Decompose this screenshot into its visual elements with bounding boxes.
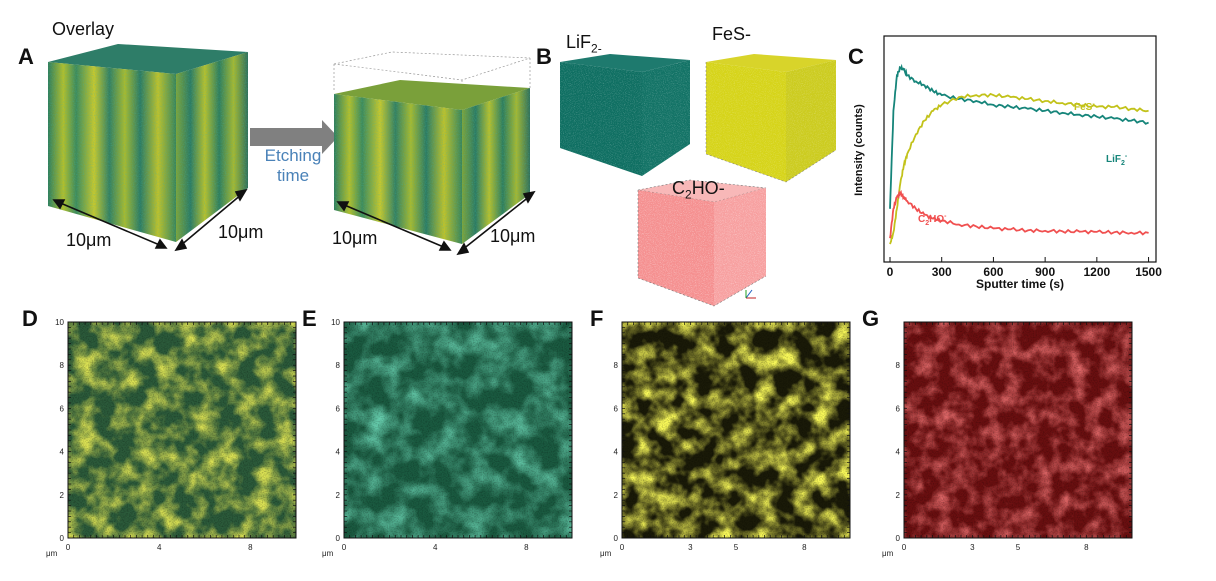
panel-a-cubes	[48, 44, 536, 256]
map-unit-label: μm	[882, 549, 894, 558]
map-d-overlay	[68, 322, 296, 538]
etching-arrow	[250, 120, 338, 154]
panel-letter-g: G	[862, 306, 880, 331]
map-y-tick-label: 6	[60, 404, 65, 413]
lif2-cube	[560, 54, 690, 176]
fes-cube	[705, 54, 837, 183]
panel-letter-a: A	[18, 44, 34, 69]
map-x-tick-label: 4	[433, 543, 438, 552]
overlay-cube-etched	[333, 51, 531, 244]
c2ho-label: C2HO-	[672, 178, 725, 202]
lif2-label: LiF2-	[566, 32, 602, 56]
etching-label-line1: Etching	[264, 146, 322, 165]
map-y-tick-label: 0	[896, 534, 901, 543]
y-axis-label: Intensity (counts)	[853, 104, 865, 196]
cube1-dim-left: 10μm	[66, 230, 112, 250]
c2ho-cube	[637, 179, 767, 307]
x-axis-label: Sputter time (s)	[976, 277, 1064, 291]
map-y-tick-label: 2	[614, 491, 619, 500]
map-y-tick-label: 0	[336, 534, 341, 543]
map-y-tick-label: 6	[336, 404, 341, 413]
etching-label-line2: time	[276, 166, 310, 185]
x-tick-label: 600	[983, 265, 1003, 279]
cube2-dimension-arrows	[336, 190, 536, 256]
x-tick-label: 1200	[1083, 265, 1110, 279]
map-y-tick-label: 8	[60, 361, 65, 370]
map-y-tick-label: 8	[896, 361, 901, 370]
map-unit-label: μm	[600, 549, 612, 558]
chart-frame	[883, 35, 1157, 263]
x-tick-label: 900	[1035, 265, 1055, 279]
map-y-tick-label: 2	[896, 491, 901, 500]
map-x-tick-label: 0	[902, 543, 907, 552]
map-y-tick-label: 4	[336, 448, 341, 457]
map-x-tick-label: 8	[802, 543, 807, 552]
series-label-C2HO-: C2HO-	[918, 213, 947, 227]
map-x-tick-label: 4	[157, 543, 162, 552]
map-y-tick-label: 4	[896, 448, 901, 457]
map-y-tick-label: 2	[336, 491, 341, 500]
overlay-label: Overlay	[52, 19, 115, 39]
map-y-tick-label: 10	[331, 318, 340, 327]
panel-letter-c: C	[848, 44, 864, 69]
cube1-dimension-arrows	[52, 188, 248, 252]
map-g-c2ho	[904, 322, 1132, 538]
cube2-dim-right: 10μm	[490, 226, 536, 246]
map-y-tick-label: 4	[60, 448, 65, 457]
cube1-dim-right: 10μm	[218, 222, 264, 242]
map-y-tick-label: 8	[614, 361, 619, 370]
panel-b-cubes	[560, 54, 837, 307]
map-x-tick-label: 0	[620, 543, 625, 552]
map-x-tick-label: 8	[1084, 543, 1089, 552]
x-tick-label: 0	[887, 265, 894, 279]
map-y-tick-label: 10	[55, 318, 64, 327]
panel-letter-e: E	[302, 306, 317, 331]
map-y-tick-label: 0	[614, 534, 619, 543]
map-y-tick-label: 6	[614, 404, 619, 413]
map-x-tick-label: 5	[734, 543, 739, 552]
map-x-tick-label: 8	[524, 543, 529, 552]
map-unit-label: μm	[46, 549, 58, 558]
map-y-tick-label: 4	[614, 448, 619, 457]
map-y-tick-label: 8	[336, 361, 341, 370]
axis-triad-icon	[745, 289, 753, 299]
overlay-cube-initial	[48, 44, 248, 242]
map-x-tick-label: 3	[688, 543, 693, 552]
map-y-tick-label: 6	[896, 404, 901, 413]
series-line-FeS-	[889, 92, 1149, 245]
map-x-tick-label: 0	[342, 543, 347, 552]
map-e-lif2	[344, 322, 572, 538]
series-line-LiF2-	[889, 63, 1149, 209]
map-x-tick-label: 8	[248, 543, 253, 552]
map-y-tick-label: 0	[60, 534, 65, 543]
etching-time-label: Etching time	[258, 146, 328, 186]
series-label-LiF2-: LiF2-	[1106, 153, 1128, 167]
panel-letter-b: B	[536, 44, 552, 69]
depth-profile-chart: 0 300 600 900 1200 1500 Sputter time (s) Inte…	[853, 35, 1162, 291]
map-x-tick-label: 5	[1016, 543, 1021, 552]
x-tick-label: 300	[932, 265, 952, 279]
map-y-tick-label: 2	[60, 491, 65, 500]
panel-letter-d: D	[22, 306, 38, 331]
x-tick-label: 1500	[1135, 265, 1162, 279]
cube2-dim-left: 10μm	[332, 228, 378, 248]
map-x-tick-label: 0	[66, 543, 71, 552]
series-line-C2HO-	[889, 189, 1149, 239]
map-f-fes	[622, 322, 850, 538]
fes-label: FeS-	[712, 24, 752, 44]
series-label-FeS-: FeS-	[1074, 101, 1095, 113]
map-x-tick-label: 3	[970, 543, 975, 552]
map-unit-label: μm	[322, 549, 334, 558]
panel-letter-f: F	[590, 306, 604, 331]
